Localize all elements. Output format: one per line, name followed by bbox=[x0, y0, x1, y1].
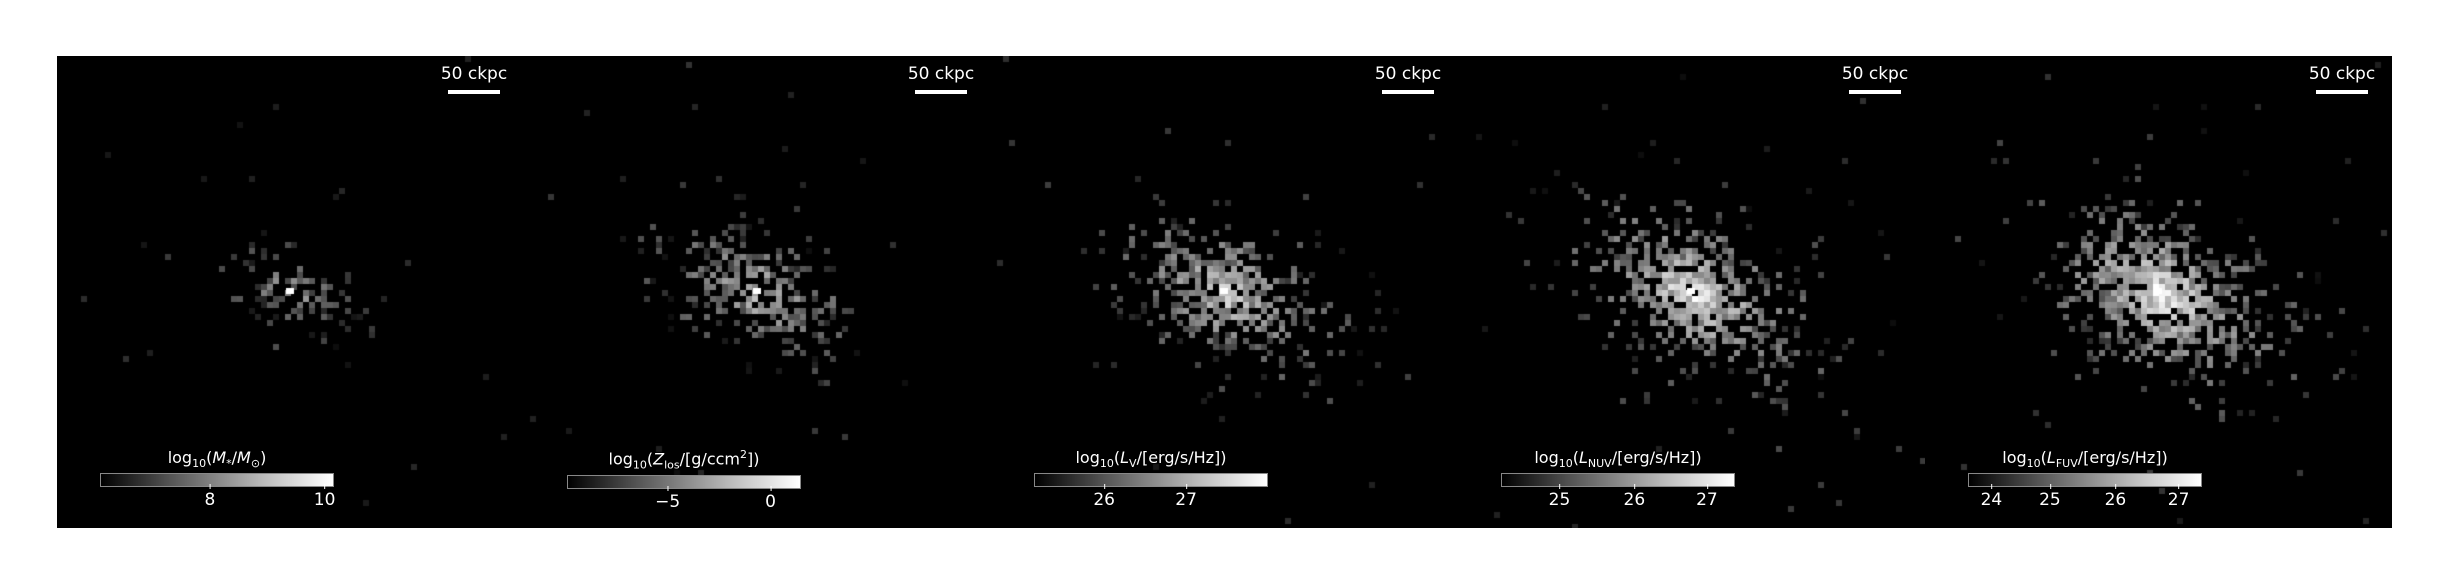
colorbar-tick: 26 bbox=[1093, 484, 1115, 510]
image-strip: 50 ckpc log10(M*/M⊙) 8 10 50 ckpc log10(Zlos/… bbox=[57, 56, 2392, 528]
galaxy-panel-2: 50 ckpc log10(Zlos/[g/ccm2]) −5 0 bbox=[524, 56, 991, 528]
galaxy-image bbox=[524, 56, 991, 528]
colorbar: log10(LNUV/[erg/s/Hz]) 25 26 27 bbox=[1501, 448, 1735, 510]
scale-bar-label: 50 ckpc bbox=[907, 64, 975, 84]
scale-bar-line bbox=[448, 90, 500, 94]
scale-bar: 50 ckpc bbox=[1840, 64, 1910, 94]
scale-bar-label: 50 ckpc bbox=[1841, 64, 1909, 84]
scale-bar-label: 50 ckpc bbox=[2308, 64, 2376, 84]
colorbar-tick: 27 bbox=[1175, 484, 1197, 510]
colorbar-gradient bbox=[100, 473, 334, 488]
scale-bar-line bbox=[915, 90, 967, 94]
scale-bar: 50 ckpc bbox=[1373, 64, 1443, 94]
scale-bar-label: 50 ckpc bbox=[1374, 64, 1442, 84]
colorbar-tick: 27 bbox=[2168, 484, 2189, 510]
scale-bar-line bbox=[1382, 90, 1434, 94]
colorbar-label: log10(LNUV/[erg/s/Hz]) bbox=[1534, 448, 1702, 471]
colorbar-tick: 24 bbox=[1981, 484, 2002, 510]
colorbar-tick: 26 bbox=[1624, 484, 1645, 510]
galaxy-panel-1: 50 ckpc log10(M*/M⊙) 8 10 bbox=[57, 56, 524, 528]
galaxy-panel-4: 50 ckpc log10(LNUV/[erg/s/Hz]) 25 26 27 bbox=[1458, 56, 1925, 528]
galaxy-image bbox=[1925, 56, 2392, 528]
colorbar: log10(M*/M⊙) 8 10 bbox=[100, 448, 335, 510]
colorbar: log10(LV/[erg/s/Hz]) 26 27 bbox=[1034, 448, 1268, 510]
colorbar-tick: 25 bbox=[2039, 484, 2061, 510]
colorbar: log10(Zlos/[g/ccm2]) −5 0 bbox=[567, 448, 801, 512]
colorbar-tick: 26 bbox=[2105, 484, 2126, 510]
scale-bar-label: 50 ckpc bbox=[440, 64, 508, 84]
scale-bar: 50 ckpc bbox=[906, 64, 976, 94]
colorbar-label: log10(LFUV/[erg/s/Hz]) bbox=[2002, 448, 2168, 471]
colorbar-gradient bbox=[1968, 473, 2202, 488]
scale-bar-line bbox=[1849, 90, 1901, 94]
galaxy-panel-3: 50 ckpc log10(LV/[erg/s/Hz]) 26 27 bbox=[991, 56, 1458, 528]
galaxy-image bbox=[57, 56, 524, 528]
colorbar-label: log10(M*/M⊙) bbox=[167, 448, 267, 471]
colorbar-tick: 10 bbox=[314, 484, 335, 510]
galaxy-image bbox=[1458, 56, 1925, 528]
colorbar-tick: 27 bbox=[1696, 484, 1718, 510]
colorbar-gradient bbox=[1034, 473, 1268, 488]
galaxy-panel-5: 50 ckpc log10(LFUV/[erg/s/Hz]) 24 25 26 27 bbox=[1925, 56, 2392, 528]
colorbar-tick: 25 bbox=[1549, 484, 1570, 510]
scale-bar: 50 ckpc bbox=[439, 64, 509, 94]
colorbar-gradient bbox=[1501, 473, 1735, 488]
colorbar-tick: 0 bbox=[765, 485, 776, 512]
scale-bar-line bbox=[2316, 90, 2368, 94]
colorbar-label: log10(LV/[erg/s/Hz]) bbox=[1075, 448, 1227, 471]
galaxy-image bbox=[991, 56, 1458, 528]
colorbar-label: log10(Zlos/[g/ccm2]) bbox=[608, 448, 760, 472]
colorbar: log10(LFUV/[erg/s/Hz]) 24 25 26 27 bbox=[1968, 448, 2202, 510]
colorbar-tick: −5 bbox=[655, 485, 680, 512]
colorbar-gradient bbox=[567, 474, 801, 489]
scale-bar: 50 ckpc bbox=[2307, 64, 2377, 94]
colorbar-tick: 8 bbox=[205, 484, 215, 510]
